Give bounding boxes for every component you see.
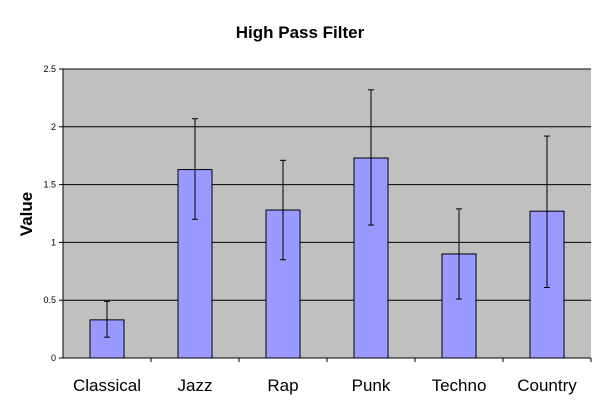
y-tick-label: 1.5 — [43, 180, 56, 190]
y-tick-labels: 0 0.5 1 1.5 2 2.5 — [43, 64, 56, 363]
error-bar-punk — [368, 89, 374, 226]
error-bar-jazz — [192, 118, 198, 220]
error-bars — [104, 89, 550, 338]
y-axis-title: Value — [17, 192, 36, 236]
error-bar-rap — [280, 159, 286, 261]
x-tick-label-rap: Rap — [267, 376, 298, 395]
x-tick-label-punk: Punk — [352, 376, 391, 395]
y-tick-label: 2 — [51, 122, 56, 132]
x-tick-label-country: Country — [517, 376, 577, 395]
bars — [89, 157, 565, 359]
plot-area — [63, 69, 591, 358]
x-tick-label-jazz: Jazz — [178, 376, 213, 395]
error-bar-classical — [104, 300, 110, 338]
x-tick-label-classical: Classical — [73, 376, 141, 395]
gridlines — [63, 68, 591, 301]
y-tick-label: 0.5 — [43, 295, 56, 305]
y-tick-label: 2.5 — [43, 64, 56, 74]
x-tick-label-techno: Techno — [432, 376, 487, 395]
y-tick-label: 0 — [51, 353, 56, 363]
axes — [59, 68, 592, 362]
y-tick-label: 1 — [51, 237, 56, 247]
x-tick-labels: Classical Jazz Rap Punk Techno Country — [73, 376, 577, 395]
error-bar-techno — [456, 208, 462, 300]
chart-title: High Pass Filter — [236, 23, 365, 42]
error-bar-country — [544, 135, 550, 288]
